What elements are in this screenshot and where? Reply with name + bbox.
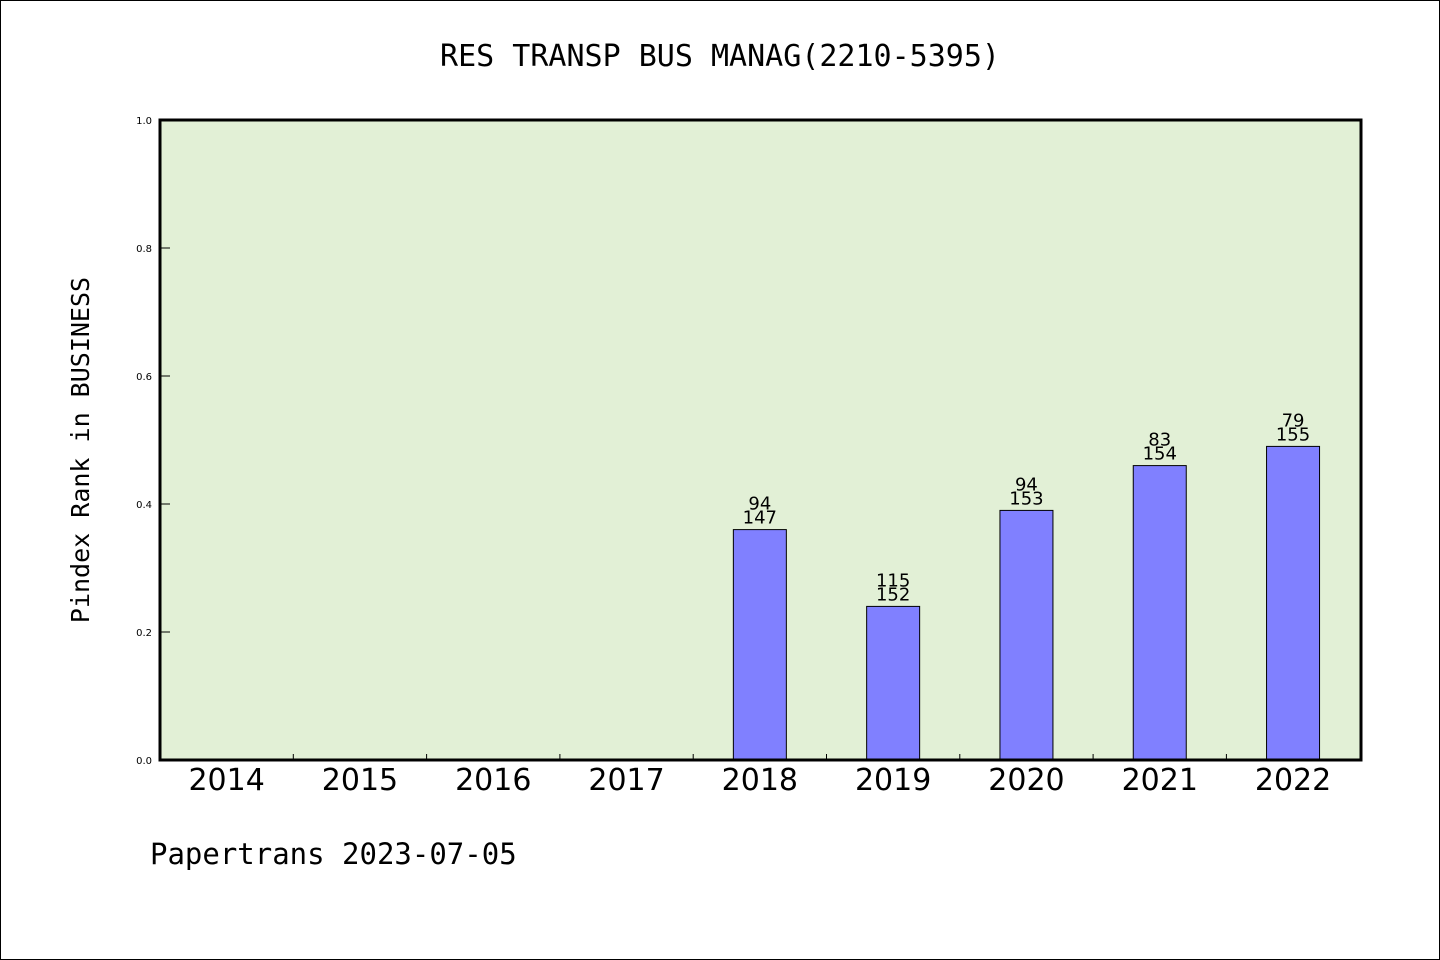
bar-rank-label: 94 xyxy=(748,494,771,515)
x-tick-label: 2019 xyxy=(855,763,931,798)
bar-total-label: 153 xyxy=(1009,488,1043,509)
bar xyxy=(866,605,921,761)
bar-total-label: 154 xyxy=(1143,444,1177,465)
x-tick-label: 2018 xyxy=(722,763,798,798)
bar-total-label: 147 xyxy=(743,508,777,529)
y-tick-label: 0.4 xyxy=(136,500,152,511)
bar-group xyxy=(732,445,1321,761)
bar-rank-label: 94 xyxy=(1015,474,1038,495)
y-axis-label: Pindex Rank in BUSINESS xyxy=(66,277,95,623)
bar xyxy=(999,509,1054,761)
bar xyxy=(732,529,787,761)
bar-total-label: 152 xyxy=(876,584,910,605)
x-tick-label: 2016 xyxy=(455,763,531,798)
y-tick-label: 1.0 xyxy=(136,116,152,127)
plot-border xyxy=(158,118,1363,762)
y-tick-label: 0.8 xyxy=(136,244,152,255)
bar-rank-label: 115 xyxy=(876,570,910,591)
x-tick-label: 2021 xyxy=(1122,763,1198,798)
footer-credit: Papertrans 2023-07-05 xyxy=(150,837,517,871)
x-axis: 2014 2015 2016 2017 2018 2019 2020 2021 2022 xyxy=(188,754,1331,798)
bar-total-label: 155 xyxy=(1276,424,1310,445)
x-tick-label: 2014 xyxy=(188,763,264,798)
chart-title: RES TRANSP BUS MANAG(2210-5395) xyxy=(440,39,1000,74)
x-tick-label: 2015 xyxy=(322,763,398,798)
bar xyxy=(1266,445,1321,761)
y-tick-label: 0.0 xyxy=(136,756,152,767)
bar xyxy=(1132,465,1187,761)
bar-rank-label: 79 xyxy=(1282,410,1305,431)
x-tick-label: 2020 xyxy=(988,763,1064,798)
y-tick-label: 0.2 xyxy=(136,628,152,639)
bar-rank-label: 83 xyxy=(1148,430,1171,451)
y-tick-label: 0.6 xyxy=(136,372,152,383)
x-tick-label: 2022 xyxy=(1255,763,1331,798)
x-tick-label: 2017 xyxy=(588,763,664,798)
